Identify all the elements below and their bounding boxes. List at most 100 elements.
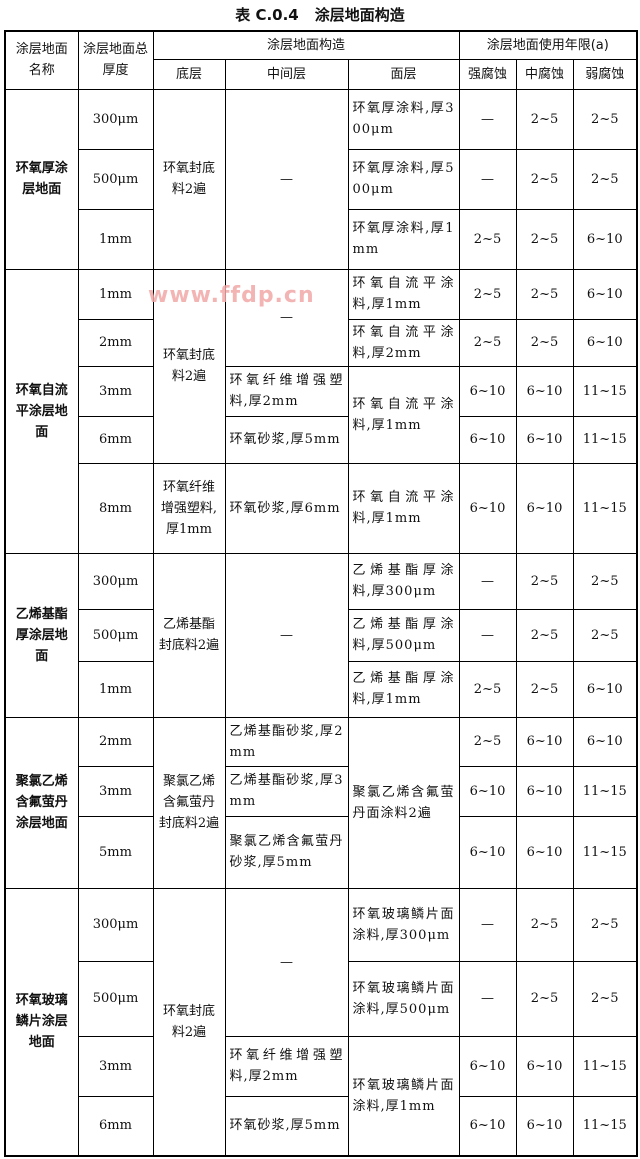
total-thickness: 1mm [77, 208, 154, 270]
life-weak: 6~10 [572, 268, 638, 320]
life-medium: 2~5 [515, 148, 574, 210]
life-strong: — [458, 887, 517, 962]
table-row: 3mm 环氧纤维增强塑料,厚2mm 环氧自流平涂料,厚1mm 6~10 6~10 11~1… [5, 365, 638, 464]
base-layer: 环氧纤维增强塑料,厚1mm [152, 462, 226, 554]
table-caption: 涂层地面构造 [314, 6, 405, 24]
header-name: 涂层地面名称 [4, 30, 79, 90]
total-thickness: 1mm [77, 660, 154, 718]
life-medium: 2~5 [515, 660, 574, 718]
surface-layer: 乙烯基酯厚涂料,厚1mm [347, 660, 460, 718]
life-medium: 2~5 [515, 318, 574, 367]
life-strong: 6~10 [458, 815, 517, 889]
header-weak: 弱腐蚀 [572, 58, 638, 90]
middle-layer: 环氧纤维增强塑料,厚2mm [224, 1035, 349, 1097]
life-strong: — [458, 608, 517, 662]
base-layer: 环氧封底料2遍 [152, 887, 226, 1157]
base-layer: 环氧封底料2遍 [152, 88, 226, 270]
life-weak: 11~15 [572, 365, 638, 417]
life-weak: 2~5 [572, 887, 638, 962]
life-strong: 6~10 [458, 462, 517, 554]
surface-layer: 环氧厚涂料,厚300μm [347, 88, 460, 150]
surface-layer: 聚氯乙烯含氟萤丹面涂料2遍 [347, 716, 460, 889]
surface-layer: 乙烯基酯厚涂料,厚300μm [347, 552, 460, 610]
floor-name: 乙烯基酯厚涂层地面 [4, 552, 79, 718]
total-thickness: 1mm [77, 268, 154, 320]
surface-layer: 环氧厚涂料,厚500μm [347, 148, 460, 210]
life-strong: 6~10 [458, 365, 517, 417]
life-strong: 6~10 [458, 765, 517, 817]
total-thickness: 3mm [77, 365, 154, 417]
surface-layer: 乙烯基酯厚涂料,厚500μm [347, 608, 460, 662]
life-weak: 11~15 [572, 815, 638, 889]
middle-layer: 乙烯基酯砂浆,厚3mm [224, 765, 349, 817]
life-medium: 2~5 [515, 208, 574, 270]
life-medium: 2~5 [515, 552, 574, 610]
total-thickness: 500μm [77, 608, 154, 662]
middle-layer: 环氧砂浆,厚5mm [224, 415, 349, 464]
total-thickness: 3mm [77, 1035, 154, 1097]
life-strong: 2~5 [458, 716, 517, 767]
table-row: 6mm 环氧砂浆,厚5mm 6~10 6~10 11~15 [5, 1095, 638, 1157]
surface-layer: 环氧自流平涂料,厚1mm [347, 462, 460, 554]
table-row: 环氧玻璃鳞片涂层地面 300μm 环氧封底料2遍 — 环氧玻璃鳞片面涂料,厚300μm —… [4, 887, 638, 1157]
surface-layer: 环氧自流平涂料,厚1mm [347, 268, 460, 320]
header-middle: 中间层 [224, 58, 349, 90]
surface-layer: 环氧玻璃鳞片面涂料,厚500μm [347, 960, 460, 1037]
surface-layer: 环氧厚涂料,厚1mm [347, 208, 460, 270]
life-weak: 6~10 [572, 318, 638, 367]
life-weak: 11~15 [572, 1095, 638, 1157]
table-title: 表 C.0.4 涂层地面构造 [0, 4, 640, 25]
coating-floor-table: 涂层地面名称 涂层地面总厚度 涂层地面构造 涂层地面使用年限(a) 底层 中间层… [4, 30, 639, 1157]
middle-layer: 乙烯基酯砂浆,厚2mm [224, 716, 349, 767]
table-row: 聚氯乙烯含氟萤丹涂层地面 2mm 聚氯乙烯含氟萤丹封底料2遍 乙烯基酯砂浆,厚2mm 聚… [4, 716, 638, 889]
header-thickness: 涂层地面总厚度 [77, 30, 154, 90]
life-weak: 11~15 [572, 462, 638, 554]
middle-layer: 环氧纤维增强塑料,厚2mm [224, 365, 349, 417]
life-strong: — [458, 960, 517, 1037]
floor-name: 环氧自流平涂层地面 [4, 268, 79, 554]
life-strong: 2~5 [458, 208, 517, 270]
header-base: 底层 [152, 58, 226, 90]
life-weak: 6~10 [572, 208, 638, 270]
life-medium: 6~10 [515, 415, 574, 464]
life-strong: — [458, 148, 517, 210]
life-weak: 2~5 [572, 552, 638, 610]
middle-layer: 环氧砂浆,厚6mm [224, 462, 349, 554]
base-layer: 乙烯基酯封底料2遍 [152, 552, 226, 718]
table-row: 500μm 乙烯基酯厚涂料,厚500μm —2~5 2~5 [5, 608, 638, 662]
table-row: 6mm 环氧砂浆,厚5mm 6~10 6~10 11~15 [5, 415, 638, 464]
life-medium: 2~5 [515, 88, 574, 150]
total-thickness: 300μm [77, 887, 154, 962]
total-thickness: 6mm [77, 1095, 154, 1157]
header-strong: 强腐蚀 [458, 58, 517, 90]
total-thickness: 300μm [77, 88, 154, 150]
table-row: 3mm 乙烯基酯砂浆,厚3mm 6~10 6~10 11~15 [5, 765, 638, 817]
middle-layer: — [224, 268, 349, 367]
life-strong: 2~5 [458, 318, 517, 367]
table-row: 1mm 乙烯基酯厚涂料,厚1mm 2~5 2~5 6~10 [5, 660, 638, 718]
life-medium: 6~10 [515, 1095, 574, 1157]
life-medium: 2~5 [515, 960, 574, 1037]
floor-name: 环氧玻璃鳞片涂层地面 [4, 887, 79, 1157]
life-strong: — [458, 88, 517, 150]
table-row: 500μm 环氧厚涂料,厚500μm —2~5 2~5 [5, 148, 638, 210]
life-strong: — [458, 552, 517, 610]
middle-layer: — [224, 88, 349, 270]
header-life: 涂层地面使用年限(a) [458, 30, 638, 60]
life-weak: 11~15 [572, 765, 638, 817]
life-medium: 6~10 [515, 716, 574, 767]
table-row: 1mm 环氧厚涂料,厚1mm 2~5 2~5 6~10 [5, 208, 638, 270]
life-weak: 2~5 [572, 608, 638, 662]
life-strong: 2~5 [458, 268, 517, 320]
life-medium: 6~10 [515, 1035, 574, 1097]
surface-layer: 环氧玻璃鳞片面涂料,厚300μm [347, 887, 460, 962]
header-surface: 面层 [347, 58, 460, 90]
life-weak: 6~10 [572, 716, 638, 767]
total-thickness: 5mm [77, 815, 154, 889]
life-medium: 6~10 [515, 462, 574, 554]
base-layer: 聚氯乙烯含氟萤丹封底料2遍 [152, 716, 226, 889]
total-thickness: 500μm [77, 960, 154, 1037]
table-row: 500μm 环氧玻璃鳞片面涂料,厚500μm —2~5 2~5 [5, 960, 638, 1037]
life-weak: 11~15 [572, 1035, 638, 1097]
table-row: 环氧自流平涂层地面 1mm 环氧封底料2遍 — 环氧自流平涂料,厚1mm 2~5 2~5 6~… [4, 268, 638, 554]
